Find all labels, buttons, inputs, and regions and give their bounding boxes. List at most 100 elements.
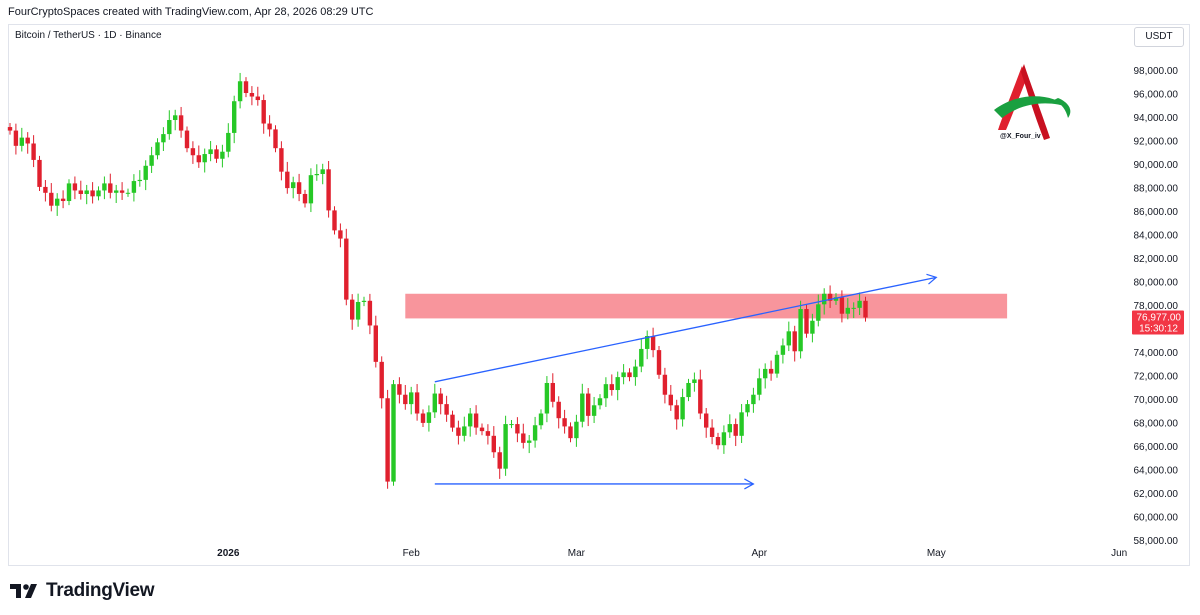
candle-body xyxy=(7,127,13,131)
candle xyxy=(491,426,496,458)
candle-body xyxy=(373,325,378,362)
x-tick-label: Apr xyxy=(752,548,768,559)
candle xyxy=(114,184,119,204)
candle xyxy=(745,400,750,417)
candle-body xyxy=(308,175,314,204)
candle-body xyxy=(662,374,668,395)
candle-body xyxy=(491,435,496,453)
candle xyxy=(302,189,308,208)
candle xyxy=(485,424,491,445)
candle xyxy=(698,369,703,420)
candle-body xyxy=(645,336,650,349)
candle-body xyxy=(426,412,432,423)
chart-frame[interactable] xyxy=(8,24,1190,566)
candle-body xyxy=(131,181,137,193)
author-handle: @X_Four_iv xyxy=(1000,133,1041,140)
candle-body xyxy=(161,134,166,143)
candle xyxy=(167,110,172,140)
candle-body xyxy=(763,368,768,379)
candle xyxy=(391,380,396,486)
candle xyxy=(650,327,656,358)
candle xyxy=(709,419,715,445)
candle-body xyxy=(568,426,573,439)
candle-body xyxy=(178,115,184,131)
y-tick-label: 88,000.00 xyxy=(1134,184,1179,195)
candle xyxy=(686,378,691,402)
tradingview-logo-icon xyxy=(10,584,37,598)
candle xyxy=(409,386,414,415)
candle-body xyxy=(66,183,72,202)
candle-body xyxy=(639,348,644,367)
candle xyxy=(562,409,567,434)
candle-body xyxy=(721,432,727,446)
candle-body xyxy=(532,425,538,441)
candle-body xyxy=(403,394,408,405)
candle xyxy=(19,127,24,152)
resistance-zone[interactable] xyxy=(405,293,1008,319)
candle xyxy=(249,86,255,106)
candle xyxy=(237,72,243,109)
candle xyxy=(355,293,361,327)
candle xyxy=(857,292,862,316)
trendlines-layer xyxy=(434,273,938,490)
candle xyxy=(786,321,791,352)
candle xyxy=(43,179,48,202)
candle-body xyxy=(668,394,673,406)
candle xyxy=(739,403,744,443)
candle-body xyxy=(810,320,815,334)
currency-selector[interactable]: USDT xyxy=(1134,27,1184,47)
candle xyxy=(261,94,266,134)
candle xyxy=(839,290,845,323)
y-tick-label: 84,000.00 xyxy=(1134,231,1179,242)
candle-body xyxy=(485,431,491,436)
x-tick-label: May xyxy=(927,548,946,559)
candle xyxy=(397,377,402,404)
upper-trendline[interactable] xyxy=(434,273,938,383)
candle-body xyxy=(302,193,308,204)
candle-body xyxy=(391,384,396,482)
candle xyxy=(462,416,467,442)
candle-body xyxy=(845,307,850,314)
candle-body xyxy=(633,366,638,378)
candle xyxy=(432,383,437,418)
candle xyxy=(243,77,249,98)
resistance-zone-layer xyxy=(405,293,1008,319)
candle-body xyxy=(674,405,679,420)
candle xyxy=(66,179,72,206)
candle xyxy=(49,183,54,212)
candle xyxy=(586,388,591,427)
candle xyxy=(178,106,184,138)
candle-body xyxy=(698,379,703,414)
candle-body xyxy=(527,440,532,443)
symbol-label[interactable]: Bitcoin / TetherUS · 1D · Binance xyxy=(15,30,162,41)
candle xyxy=(190,141,196,164)
candle-body xyxy=(149,155,154,166)
x-tick-label: Mar xyxy=(568,548,586,559)
candle xyxy=(184,126,190,153)
candle-body xyxy=(184,130,190,149)
candle-body xyxy=(650,336,656,351)
candle xyxy=(580,383,585,428)
candle-body xyxy=(190,148,196,156)
candle-body xyxy=(119,190,125,193)
candle xyxy=(532,416,538,448)
y-tick-label: 64,000.00 xyxy=(1134,465,1179,476)
y-tick-label: 96,000.00 xyxy=(1134,90,1179,101)
candle-body xyxy=(220,151,225,159)
y-tick-label: 68,000.00 xyxy=(1134,418,1179,429)
tradingview-brand[interactable]: TradingView xyxy=(10,580,155,602)
candle xyxy=(143,160,148,191)
y-tick-label: 98,000.00 xyxy=(1134,66,1179,77)
candle xyxy=(544,376,550,423)
candle-body xyxy=(125,192,131,194)
candle-body xyxy=(279,148,284,172)
candle xyxy=(615,371,620,401)
candle xyxy=(161,127,166,152)
candle xyxy=(621,364,626,385)
candle-body xyxy=(379,361,384,399)
candle xyxy=(656,346,662,379)
candle xyxy=(420,409,426,428)
candle-body xyxy=(609,384,614,391)
candle xyxy=(137,170,142,187)
